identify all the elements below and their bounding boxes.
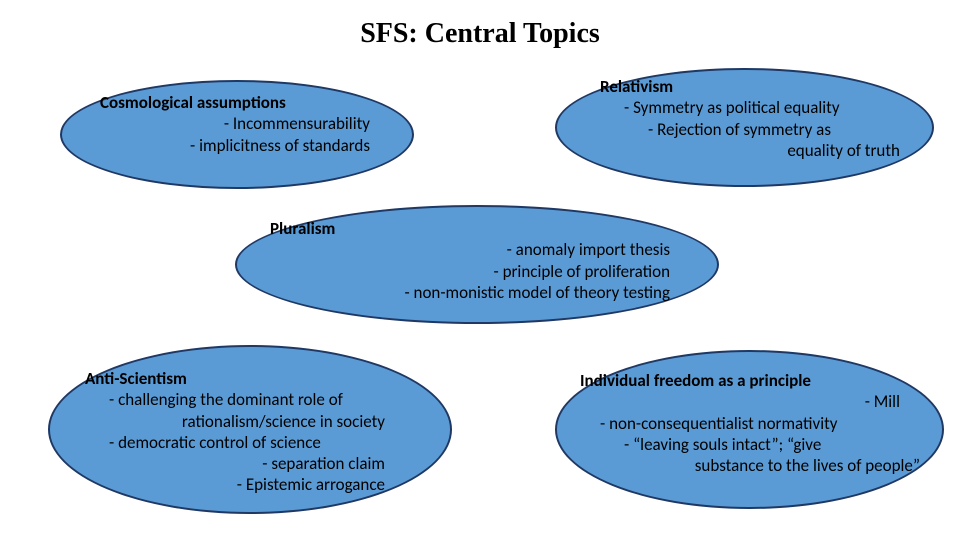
topic-freedom-item-2: non-consequentialist normativity <box>580 413 930 434</box>
topic-cosmo-item-2: implicitness of standards <box>100 135 400 156</box>
topic-freedom-item-4: substance to the lives of people” <box>580 455 930 476</box>
topic-pluralism-item-2: principle of proliferation <box>270 261 690 282</box>
topic-relativism-heading: Relativism <box>600 76 673 97</box>
topic-pluralism-item-3: non-monistic model of theory testing <box>270 282 690 303</box>
topic-anti-item-4: separation claim <box>85 453 425 474</box>
topic-freedom-item-1: Mill <box>580 391 930 412</box>
topic-pluralism-heading: Pluralism <box>270 218 335 239</box>
topic-freedom-heading: Individual freedom as a principle <box>580 370 811 391</box>
topic-anti-item-3: democratic control of science <box>85 432 425 453</box>
topic-relativism-item-1: Symmetry as political equality <box>600 97 930 118</box>
topic-pluralism: Pluralism anomaly import thesis principl… <box>270 218 690 303</box>
topic-pluralism-item-1: anomaly import thesis <box>270 239 690 260</box>
topic-relativism-item-3: equality of truth <box>600 140 930 161</box>
topic-freedom-item-3: “leaving souls intact”; “give <box>580 434 930 455</box>
topic-cosmo-heading: Cosmological assumptions <box>100 92 286 113</box>
topic-freedom: Individual freedom as a principle Mill n… <box>580 370 930 476</box>
topic-anti-item-5: Epistemic arrogance <box>85 474 425 495</box>
topic-anti-heading: Anti-Scientism <box>85 368 187 389</box>
topic-relativism: Relativism Symmetry as political equalit… <box>600 76 930 161</box>
topic-anti-item-2: rationalism/science in society <box>85 411 425 432</box>
slide-title: SFS: Central Topics <box>0 18 960 50</box>
topic-cosmo-item-1: Incommensurability <box>100 113 400 134</box>
slide: SFS: Central Topics Cosmological assumpt… <box>0 0 960 540</box>
topic-cosmo: Cosmological assumptions Incommensurabil… <box>100 92 400 156</box>
topic-relativism-item-2: Rejection of symmetry as <box>600 119 930 140</box>
topic-anti: Anti-Scientism challenging the dominant … <box>85 368 425 496</box>
topic-anti-item-1: challenging the dominant role of <box>85 389 425 410</box>
